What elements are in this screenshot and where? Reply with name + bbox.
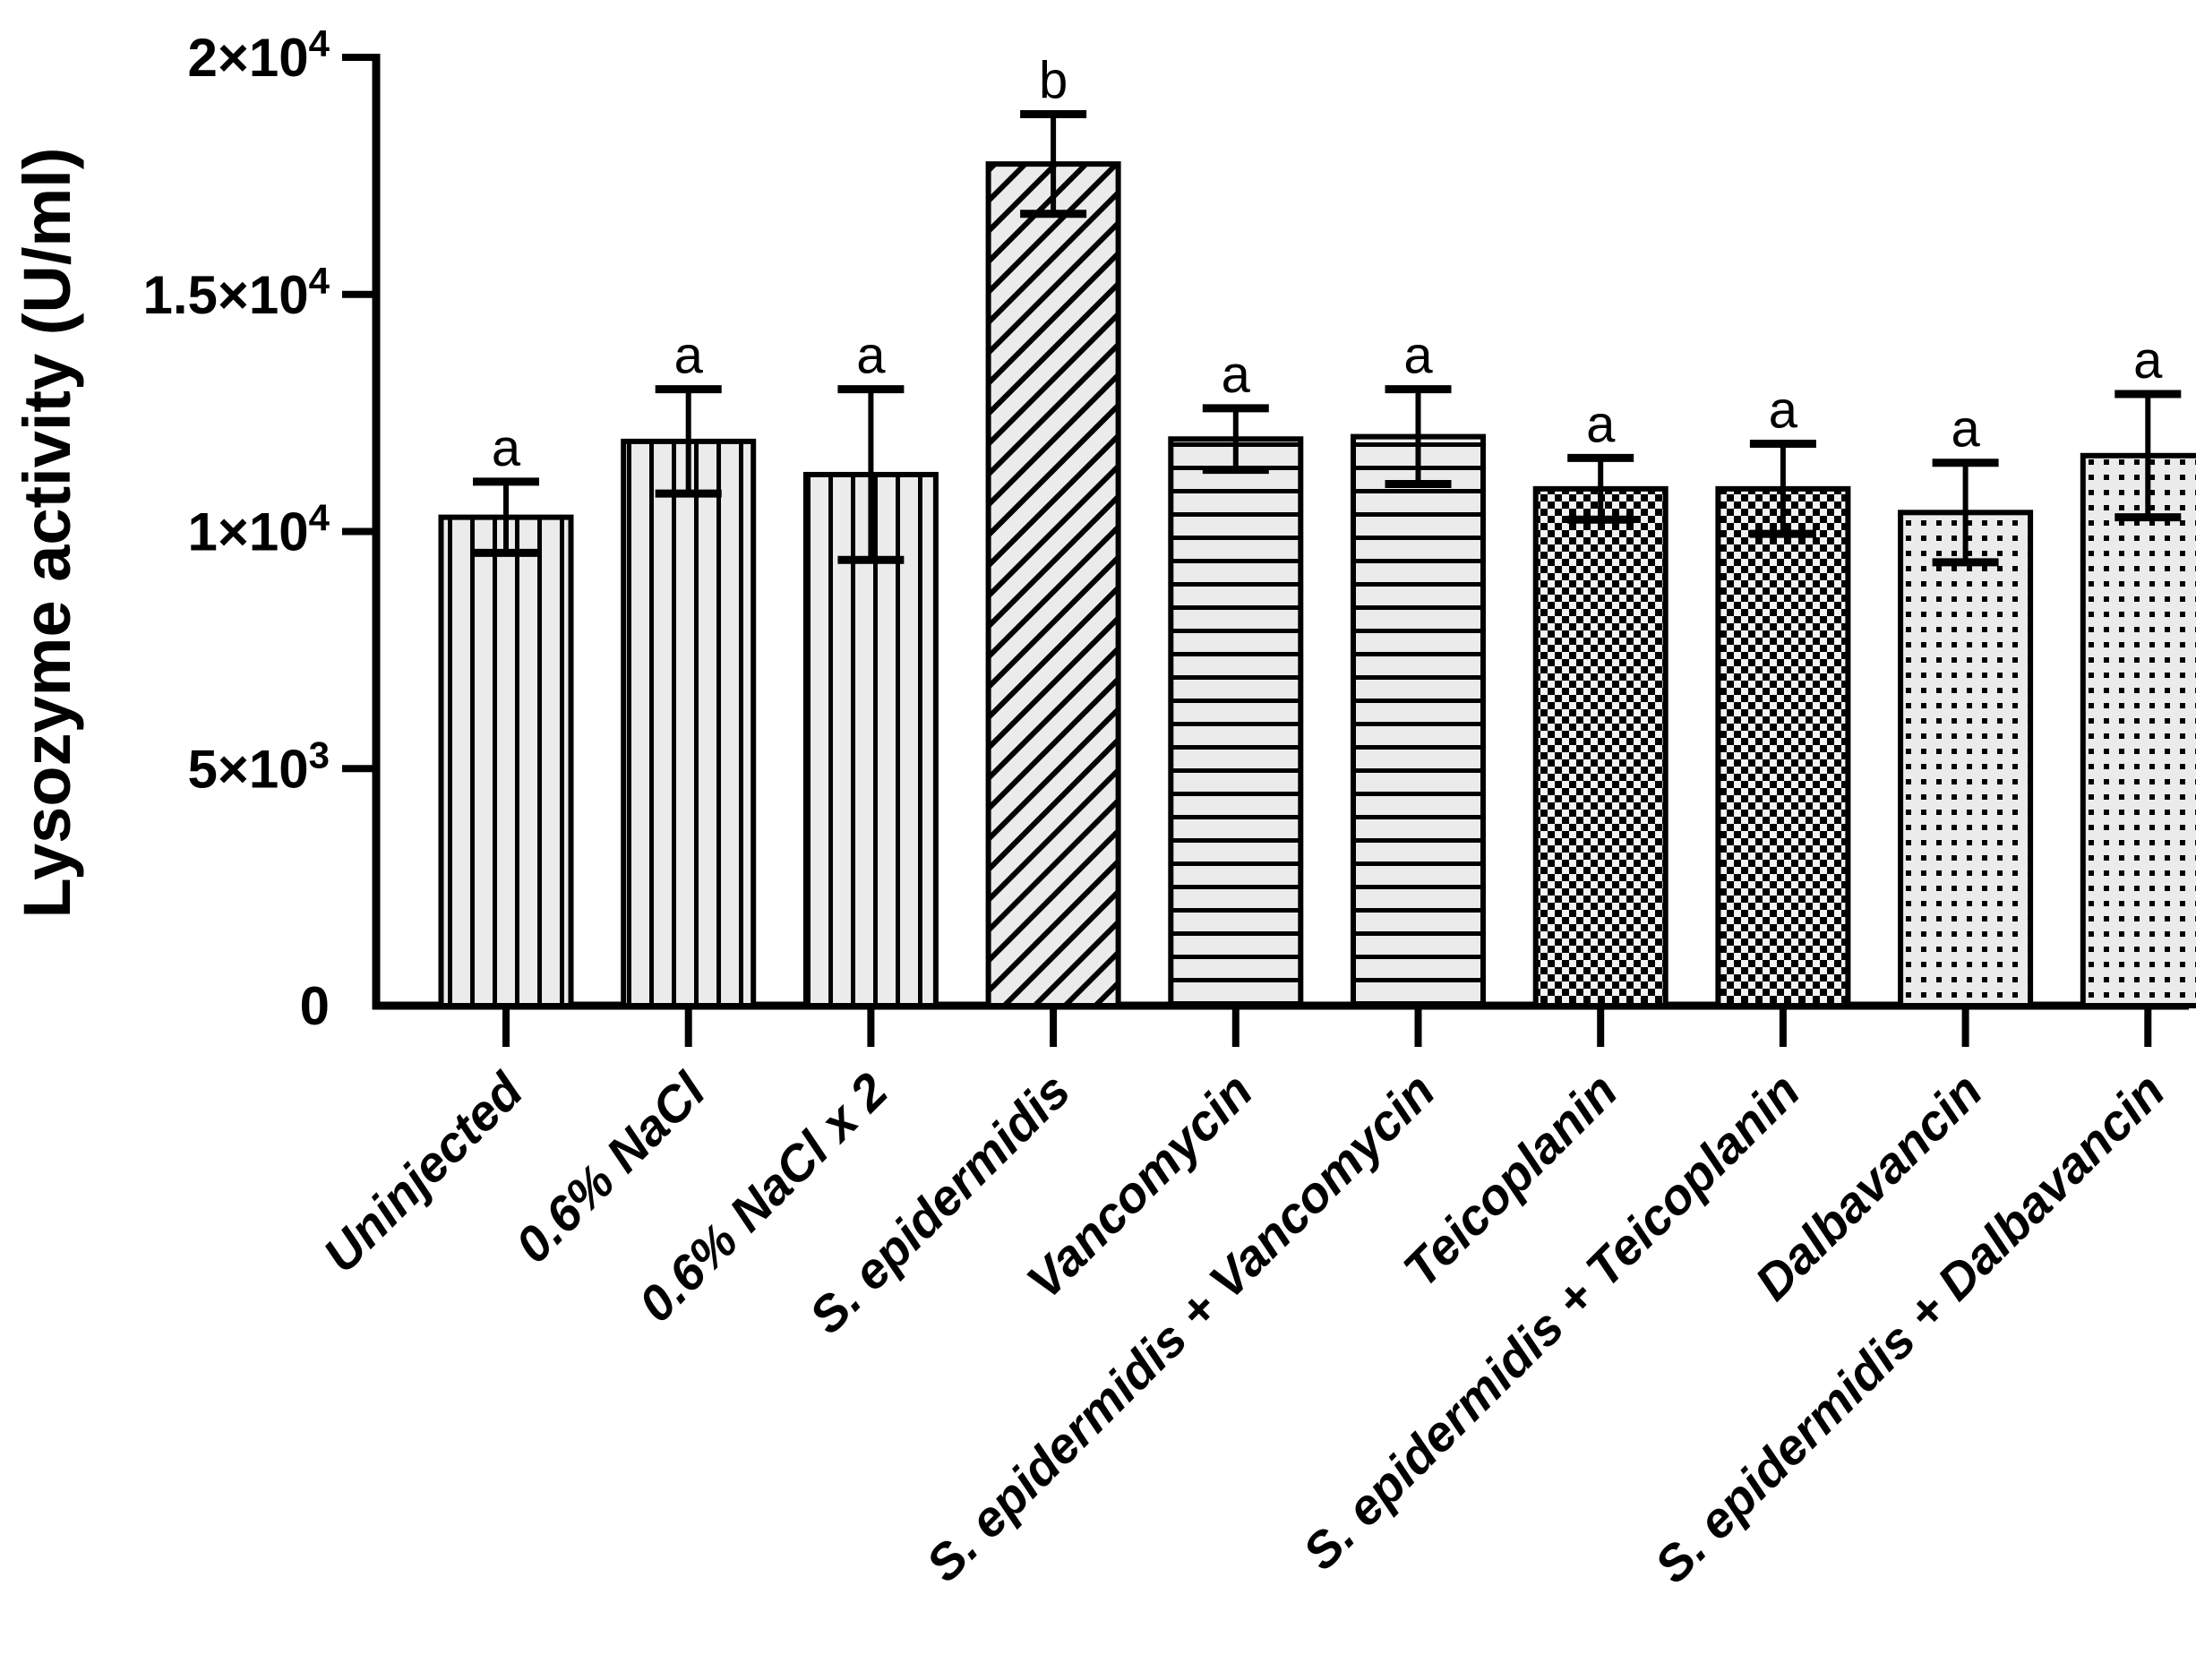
sig-letter: a	[1403, 327, 1433, 385]
x-tick-label: Uninjected	[313, 1061, 535, 1283]
x-label-group: Uninjected	[313, 1061, 535, 1283]
y-tick-label: 0	[300, 976, 330, 1036]
bar	[621, 438, 757, 1008]
sig-letter: a	[1951, 400, 1980, 459]
bar	[985, 161, 1121, 1008]
sig-letter: a	[674, 327, 704, 385]
y-tick-label: 1.5×104	[142, 260, 330, 325]
sig-letter: b	[1039, 52, 1068, 110]
bar	[438, 514, 574, 1008]
y-axis-title-group: Lysozyme activity (U/ml)	[10, 148, 84, 919]
y-axis-title: Lysozyme activity (U/ml)	[10, 148, 84, 919]
sig-letter: a	[1222, 346, 1251, 404]
y-tick-label: 5×103	[187, 733, 330, 799]
bar	[1168, 436, 1304, 1008]
y-tick-label: 2×104	[187, 22, 330, 88]
sig-letter: a	[1769, 381, 1798, 440]
sig-letter: a	[1586, 395, 1616, 453]
sig-letter: a	[492, 419, 521, 477]
sig-letter: a	[856, 327, 886, 385]
y-tick-label: 1×104	[187, 497, 330, 562]
bar	[1351, 433, 1486, 1009]
bar	[1532, 485, 1668, 1008]
sig-letter: a	[2133, 331, 2163, 390]
bar	[2080, 452, 2196, 1008]
bar	[1898, 510, 2034, 1008]
bar	[1715, 485, 1851, 1008]
bar-group: a Uninjected	[313, 419, 574, 1283]
